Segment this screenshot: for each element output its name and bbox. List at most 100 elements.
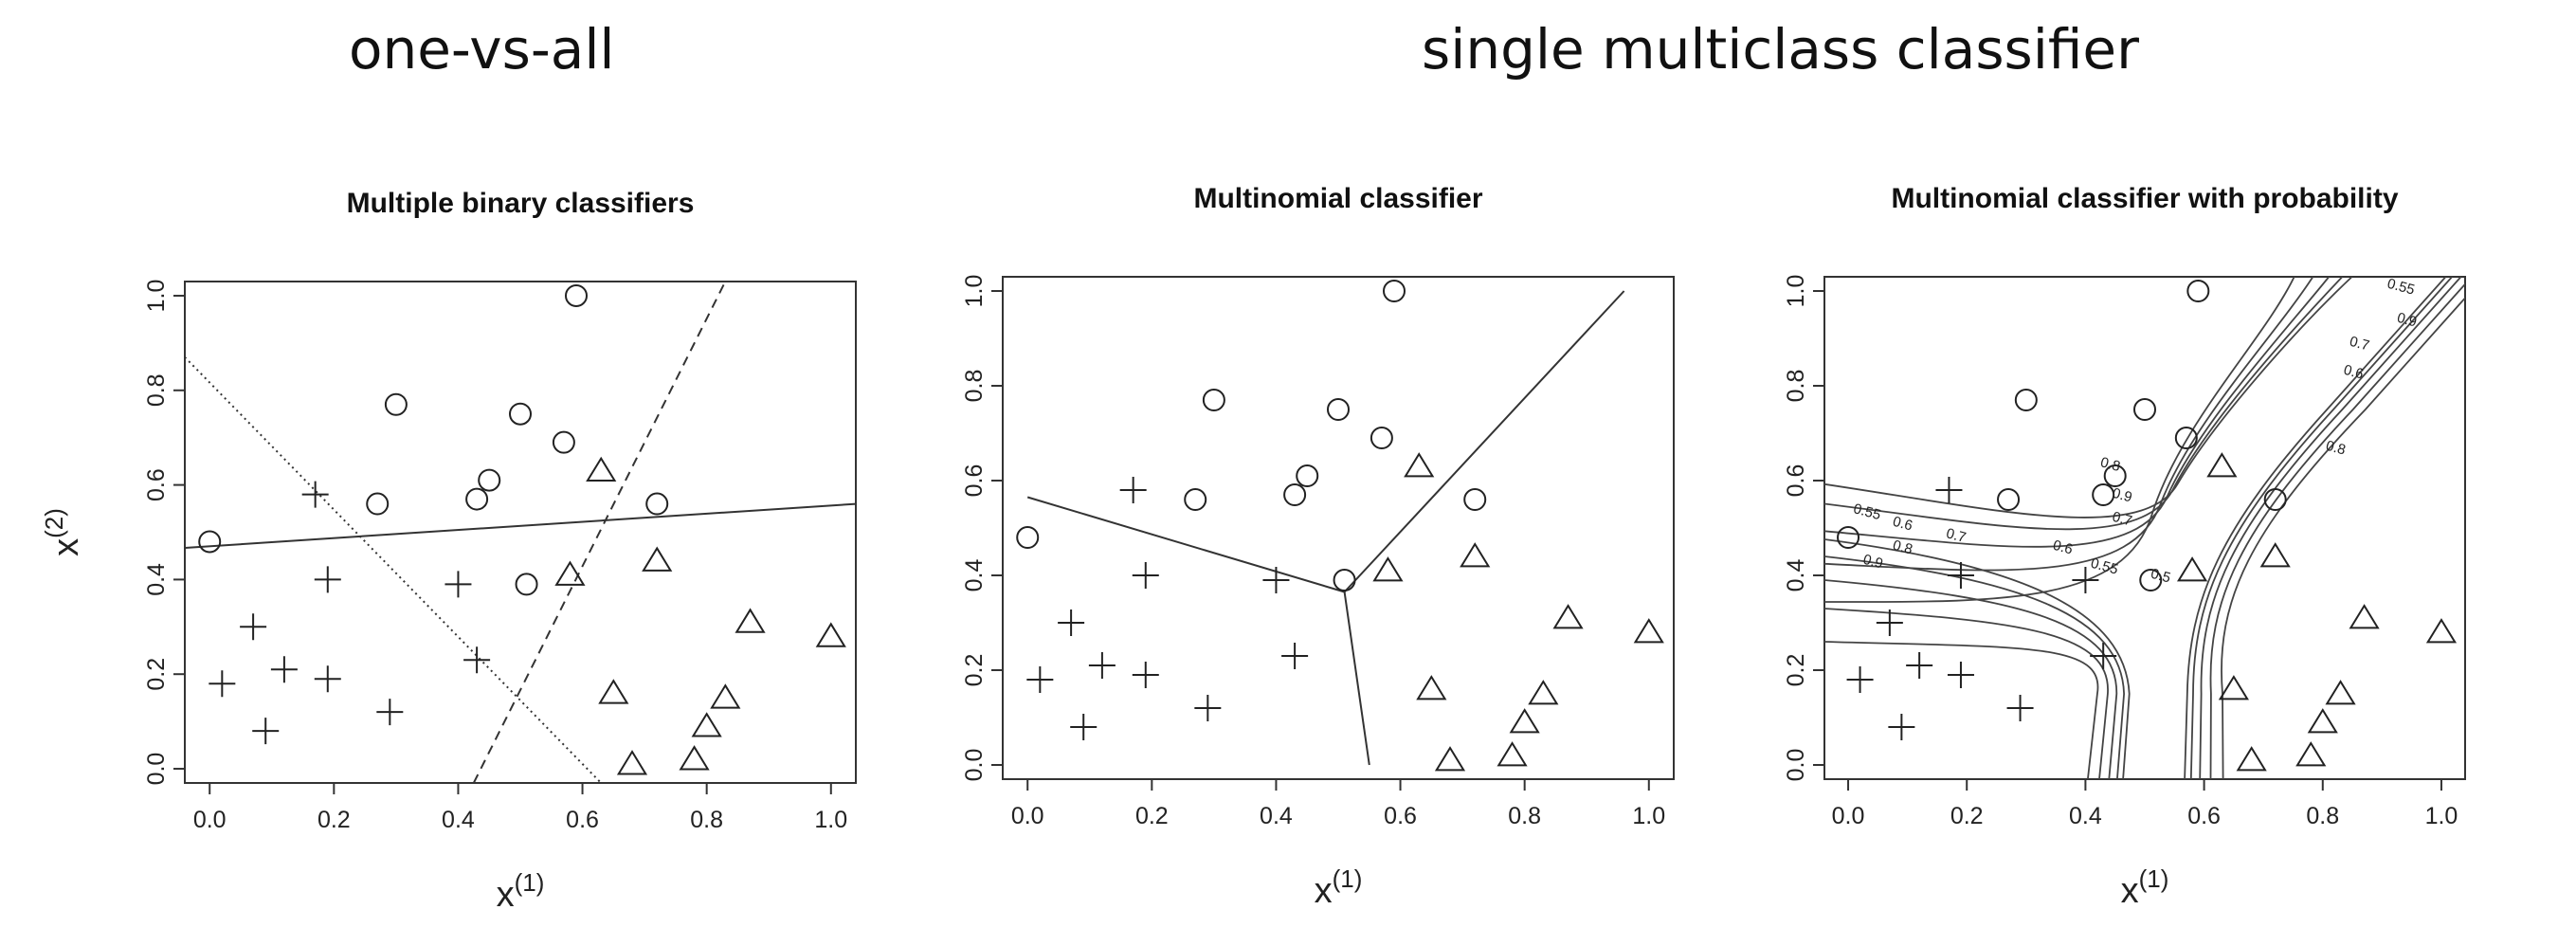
point-circle [2263,488,2287,511]
point-circle [1184,488,1207,511]
point-circle [1283,483,1307,506]
x-tick-label: 0.2 [1135,803,1169,829]
x-axis-label: x(1) [2121,864,2169,911]
panel-title: Multinomial classifier [1193,183,1482,214]
point-circle [552,430,575,454]
point-circle [1327,398,1350,421]
point-plus [1132,662,1159,688]
y-tick-label: 1.0 [143,280,170,313]
y-tick-label: 0.6 [143,468,170,501]
y-tick-label: 0.0 [961,749,988,782]
point-plus [2072,567,2099,593]
x-tick-label: 0.8 [2306,803,2339,829]
point-triangle [2325,680,2356,705]
point-triangle [2425,618,2458,644]
y-tick-label: 0.8 [143,373,170,407]
contour-label: 0.8 [2098,454,2122,475]
x-tick-label: 0.0 [193,807,227,833]
point-circle [2103,464,2127,487]
point-triangle [2206,452,2238,478]
point-triangle [2349,604,2380,629]
point-plus [1070,714,1098,740]
point-plus [444,571,472,598]
point-plus [1888,714,1915,740]
panel-2: Multinomial classifier 0.0 0.2 0.4 0.6 0.8 1.0… [961,183,1675,911]
contour-line [2199,277,2462,779]
x-tick-label: 0.8 [690,807,723,833]
x-tick-label: 0.4 [442,807,475,833]
point-circle [2133,398,2156,421]
point-circle [1997,488,2021,511]
point-plus [1935,477,1963,503]
contour-line [1824,641,2099,779]
point-circle [2139,569,2163,591]
point-circle [198,530,222,554]
point-circle [478,468,501,492]
decision-boundary [472,282,727,783]
x-tick-label: 0.2 [317,807,351,833]
point-circle [1463,488,1487,511]
point-circle [1837,526,1860,549]
x-tick-label: 1.0 [2425,803,2458,829]
panel-1: Multiple binary classifiers 0.0 0.2 0.4 0.6 0… [40,188,857,915]
contour-line [1824,277,2353,518]
y-tick-label: 0.4 [143,563,170,596]
point-triangle [1528,680,1559,705]
contour-line [1824,538,2131,779]
point-triangle [2307,708,2338,734]
point-circle [1202,389,1225,411]
y-tick-label: 0.0 [1783,749,1809,782]
decision-boundary [185,356,602,783]
point-plus [1026,666,1054,693]
point-circle [1333,569,1356,591]
contour-label: 0.55 [1852,500,1883,523]
decision-boundary [1343,290,1625,593]
contour-label: 0.55 [2089,555,2120,578]
x-axis-label: x(1) [497,868,545,915]
point-triangle [691,712,722,737]
point-plus [209,670,236,698]
y-axis-label-sup: (2) [40,508,68,538]
point-triangle [1404,452,1435,478]
point-circle [1383,280,1406,302]
y-tick-label: 0.8 [961,370,988,403]
point-plus [1194,695,1222,721]
plot-frame [1823,276,2466,780]
point-plus [314,665,341,693]
point-plus [1281,643,1309,669]
point-circle [645,492,669,516]
x-tick-label: 0.0 [1832,803,1865,829]
x-tick-label: 0.8 [1508,803,1541,829]
x-tick-label: 1.0 [1632,803,1665,829]
panel-3: Multinomial classifier with probability 0… [1783,183,2466,911]
point-triangle [1460,542,1491,568]
contour-label: 0.9 [2395,310,2419,331]
point-plus [1132,562,1159,589]
point-circle [384,392,408,416]
y-tick-label: 0.2 [1783,654,1809,687]
point-plus [252,718,280,745]
point-triangle [554,560,586,586]
point-triangle [2176,556,2208,582]
decision-boundary [1026,496,1345,593]
point-triangle [616,750,648,775]
point-triangle [1416,675,1447,700]
x-tick-label: 0.2 [1950,803,1984,829]
contour-line [2209,282,2465,779]
point-circle [565,283,588,307]
contour-label: 0.9 [2111,485,2134,506]
contour-label: 0.7 [1945,525,1968,546]
contour-line [1824,608,2109,779]
contour-label: 0.6 [1891,514,1914,535]
point-triangle [679,745,710,771]
x-tick-label: 0.6 [2187,803,2221,829]
point-plus [1947,662,1974,688]
contour-label: 0.6 [2342,362,2366,383]
x-tick-label: 0.6 [1384,803,1417,829]
heading-one-vs-all: one-vs-all [349,17,615,82]
point-circle [366,492,390,516]
panel-title: Multiple binary classifiers [347,188,695,219]
point-plus [270,656,298,683]
point-circle [515,573,538,596]
